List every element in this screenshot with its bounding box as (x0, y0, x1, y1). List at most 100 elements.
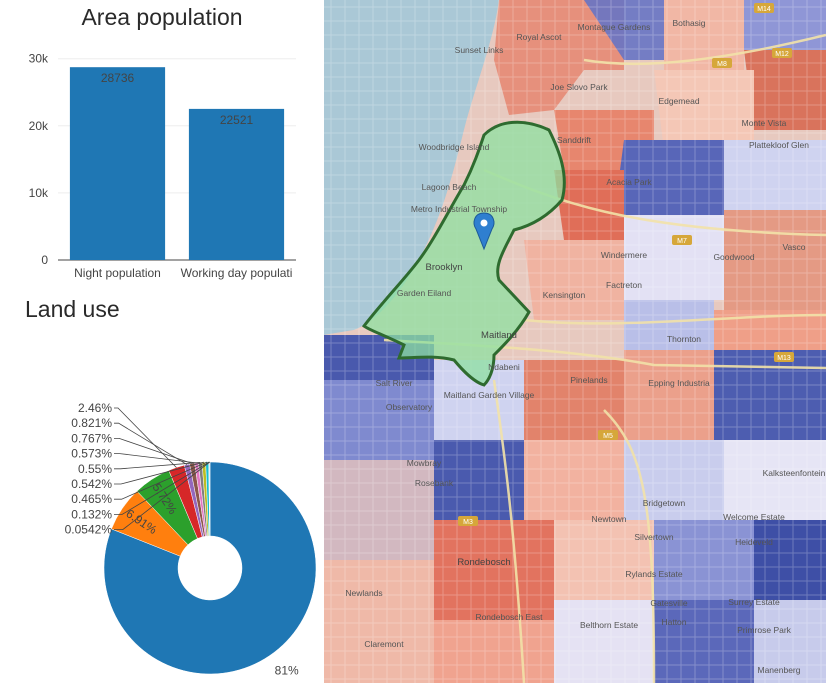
donut-leader-line (114, 461, 211, 531)
map-place-label: Newlands (345, 588, 382, 598)
map-place-label: Primrose Park (737, 625, 792, 635)
map-place-label: Pinelands (570, 375, 607, 385)
road-shield (712, 58, 732, 68)
map-place-label: Sunset Links (455, 45, 504, 55)
map-place-label: Vasco (783, 242, 806, 252)
map-view[interactable]: Sunset Links Royal Ascot Montague Gardens B… (324, 0, 826, 683)
map-place-label: Ndabeni (488, 362, 520, 372)
bar-value-label: 28736 (101, 71, 135, 85)
map-place-label: Sanddrift (557, 135, 592, 145)
donut-slice-label: 81% (275, 663, 299, 677)
road-shield-label: M12 (775, 51, 789, 58)
road-shield-label: M7 (677, 238, 687, 245)
map-canvas[interactable]: Sunset Links Royal Ascot Montague Gardens B… (324, 0, 826, 683)
map-place-label: Bridgetown (643, 498, 686, 508)
map-place-label: Windermere (601, 250, 648, 260)
y-tick-label: 0 (41, 253, 48, 267)
map-road-labels: M14 M12 M8 M7 M5 M13 M3 (458, 3, 794, 526)
bar-value-label: 22521 (220, 113, 254, 127)
map-place-label: Lagoon Beach (422, 182, 477, 192)
map-place-label: Garden Eiland (397, 288, 452, 298)
map-place-label: Hatton (661, 617, 686, 627)
x-category-label: Night population (74, 266, 161, 280)
bar-working-day-population[interactable] (188, 108, 285, 260)
road-shield (774, 352, 794, 362)
map-place-label: Newtown (592, 514, 627, 524)
road-shield-label: M14 (757, 6, 771, 13)
map-place-label: Brooklyn (426, 262, 463, 273)
y-tick-label: 20k (29, 119, 49, 133)
map-place-label: Woodbridge Island (419, 142, 490, 152)
map-place-label: Plattekloof Glen (749, 140, 809, 150)
donut-leader-line (114, 461, 208, 500)
map-place-label: Gatesville (650, 598, 688, 608)
road-shield-label: M8 (717, 61, 727, 68)
map-place-label: Montague Gardens (578, 22, 651, 32)
map-place-label: Thornton (667, 334, 701, 344)
map-place-label: Royal Ascot (517, 32, 563, 42)
map-districts (324, 0, 826, 683)
map-place-label: Rosebank (415, 478, 454, 488)
road-shield (458, 516, 478, 526)
selected-area-polygon[interactable] (361, 120, 566, 387)
y-tick-label: 30k (29, 52, 49, 66)
donut-leader-line (114, 461, 204, 485)
donut-slice-label: 2.46% (78, 401, 112, 415)
map-place-label: Joe Slovo Park (550, 82, 608, 92)
donut-leader-line (114, 462, 201, 470)
map-pin-icon[interactable] (473, 212, 495, 251)
map-place-label: Monte Vista (742, 118, 787, 128)
map-place-label: Manenberg (757, 665, 800, 675)
donut-leader-line (114, 422, 188, 465)
donut-slice-label: 0.821% (71, 416, 112, 430)
map-place-label: Metro Industrial Township (411, 204, 507, 214)
map-place-label: Observatory (386, 402, 433, 412)
donut-slice-label: 0.767% (71, 431, 112, 445)
donut-slice-label: 0.0542% (65, 523, 113, 537)
map-place-label: Maitland Garden Village (444, 390, 535, 400)
map-place-label: Silvertown (634, 532, 673, 542)
map-place-label: Claremont (364, 639, 404, 649)
road-shield-label: M5 (603, 433, 613, 440)
map-place-label: Belthorn Estate (580, 620, 638, 630)
map-place-label: Maitland (481, 330, 517, 341)
map-place-label: Rylands Estate (625, 569, 682, 579)
map-place-label: Surrey Estate (728, 597, 780, 607)
map-place-label: Epping Industria (648, 378, 710, 388)
map-place-label: Mowbray (407, 458, 442, 468)
map-place-label: Heideveld (735, 537, 773, 547)
road-shield (672, 235, 692, 245)
bar-night-population[interactable] (69, 67, 166, 261)
map-place-label: Kalksteenfontein (763, 468, 826, 478)
map-place-label: Salt River (376, 378, 413, 388)
donut-slice-label: 0.542% (71, 477, 112, 491)
road-shield (772, 48, 792, 58)
donut-slice-label: 0.132% (71, 507, 112, 521)
map-place-label: Edgemead (658, 96, 699, 106)
road-shield-label: M3 (463, 519, 473, 526)
map-place-label: Factreton (606, 280, 642, 290)
donut-leader-line (114, 407, 177, 468)
map-place-label: Acacia Park (606, 177, 652, 187)
donut-slice-label: 0.465% (71, 492, 112, 506)
road-shield-label: M13 (777, 355, 791, 362)
charts-panel: Area population 0 10k 20k 30k 28736 Night pop… (0, 0, 324, 683)
donut-leader-line (114, 438, 193, 464)
donut-leader-line (114, 461, 210, 515)
bar-chart-title: Area population (81, 4, 243, 30)
land-use-donut-chart: 81%6.91%5.72%2.46%0.821%0.767%0.573%0.55… (65, 401, 317, 677)
donut-slice-label: 0.573% (71, 447, 112, 461)
map-place-label: Goodwood (713, 252, 754, 262)
donut-leader-line (114, 453, 197, 464)
donut-slice[interactable] (103, 461, 317, 675)
pie-chart-title: Land use (25, 296, 120, 322)
map-place-label: Bothasig (672, 18, 705, 28)
x-category-label: Working day populati (181, 266, 293, 280)
donut-slice-label: 0.55% (78, 462, 112, 476)
map-place-labels: Sunset Links Royal Ascot Montague Gardens B… (345, 18, 825, 675)
map-place-label: Kensington (543, 290, 586, 300)
map-place-label: Rondebosch (457, 557, 510, 568)
y-tick-label: 10k (29, 186, 49, 200)
map-place-label: Rondebosch East (475, 612, 543, 622)
major-roads (383, 33, 826, 683)
